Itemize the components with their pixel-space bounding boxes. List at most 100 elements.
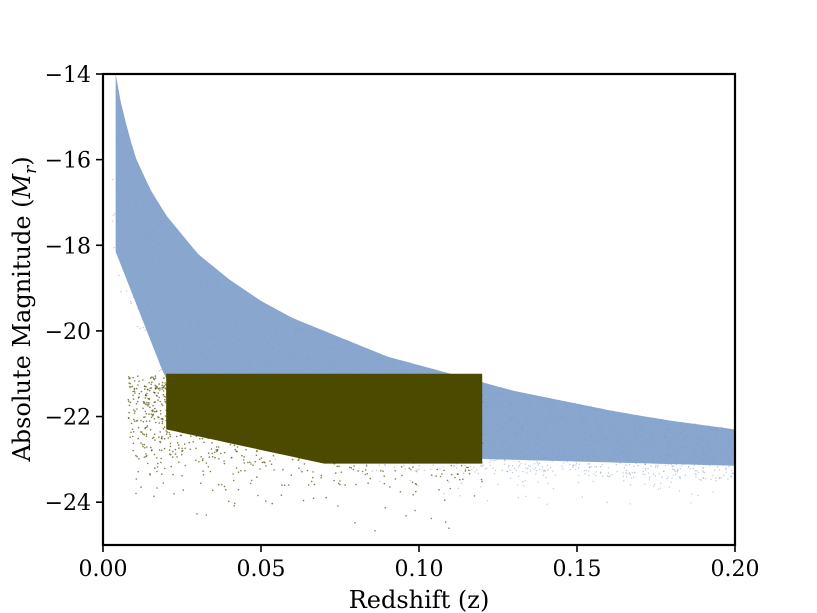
data-point [661, 420, 663, 422]
data-point [600, 415, 602, 417]
data-point [586, 439, 588, 442]
data-point [351, 441, 353, 444]
data-point [223, 403, 225, 405]
data-point [430, 376, 432, 378]
data-point [391, 398, 394, 401]
data-point [283, 322, 285, 324]
data-point [281, 323, 283, 325]
data-point [320, 335, 323, 337]
data-point [320, 378, 323, 380]
data-point [294, 381, 297, 384]
data-point [631, 452, 634, 454]
data-point [263, 349, 265, 351]
data-point [175, 232, 178, 235]
data-point [521, 424, 524, 427]
data-point [236, 446, 239, 448]
data-point [576, 406, 579, 408]
data-point [208, 391, 211, 394]
data-point [601, 422, 603, 424]
data-point [238, 381, 241, 384]
data-point [457, 419, 459, 422]
data-point [425, 433, 428, 435]
data-point [589, 436, 592, 438]
data-point [483, 403, 485, 406]
data-point [519, 439, 522, 442]
data-point [207, 466, 210, 468]
data-point [453, 465, 456, 467]
data-point [321, 391, 324, 394]
data-point [394, 370, 397, 372]
data-point [365, 433, 367, 436]
data-point [228, 416, 230, 419]
data-point [170, 415, 172, 418]
data-point [297, 370, 300, 373]
data-point [216, 449, 219, 452]
data-point [223, 390, 226, 393]
data-point [660, 438, 662, 441]
data-point [688, 463, 691, 465]
data-point [495, 416, 497, 418]
data-point [370, 365, 373, 367]
data-point [456, 452, 458, 455]
data-point [224, 287, 226, 289]
data-point [303, 413, 305, 416]
data-point [154, 328, 156, 331]
data-point [253, 400, 256, 403]
data-point [444, 499, 446, 502]
data-point [293, 378, 295, 380]
data-point [471, 393, 473, 396]
data-point [447, 430, 450, 433]
data-point [140, 390, 143, 393]
data-point [158, 261, 161, 263]
data-point [387, 452, 390, 455]
data-point [140, 419, 142, 422]
data-point [350, 395, 353, 398]
data-point [247, 379, 250, 382]
data-point [463, 453, 466, 455]
data-point [401, 411, 403, 413]
data-point [600, 436, 602, 438]
data-point [529, 465, 531, 467]
data-point [268, 421, 271, 424]
data-point [156, 242, 159, 244]
data-point [140, 431, 142, 433]
data-point [198, 401, 200, 404]
data-point [650, 465, 652, 468]
data-point [386, 366, 389, 368]
data-point [441, 376, 444, 378]
data-point [575, 450, 578, 452]
data-point [438, 417, 440, 420]
data-point [136, 302, 138, 304]
data-point [494, 407, 496, 409]
data-point [703, 452, 705, 455]
data-point [150, 449, 153, 452]
data-point [540, 425, 542, 428]
data-point [227, 352, 229, 354]
data-point [249, 355, 252, 357]
data-point [316, 408, 318, 411]
data-point [130, 301, 132, 303]
data-point [409, 398, 411, 401]
data-point [334, 368, 337, 370]
data-point [256, 386, 259, 388]
data-point [156, 386, 159, 388]
data-point [440, 457, 443, 459]
data-point [321, 360, 324, 363]
data-point [294, 331, 296, 333]
data-point [657, 464, 659, 467]
data-point [507, 451, 509, 453]
data-point [300, 430, 302, 432]
data-point [433, 430, 435, 432]
data-point [556, 456, 558, 458]
data-point [334, 434, 336, 436]
data-point [199, 344, 202, 346]
data-point [375, 393, 377, 395]
data-point [465, 441, 468, 443]
data-point [335, 380, 338, 383]
data-point [226, 435, 229, 438]
data-point [700, 460, 702, 462]
data-point [402, 385, 405, 387]
data-point [359, 382, 362, 384]
data-point [465, 451, 467, 454]
data-point [490, 448, 493, 450]
